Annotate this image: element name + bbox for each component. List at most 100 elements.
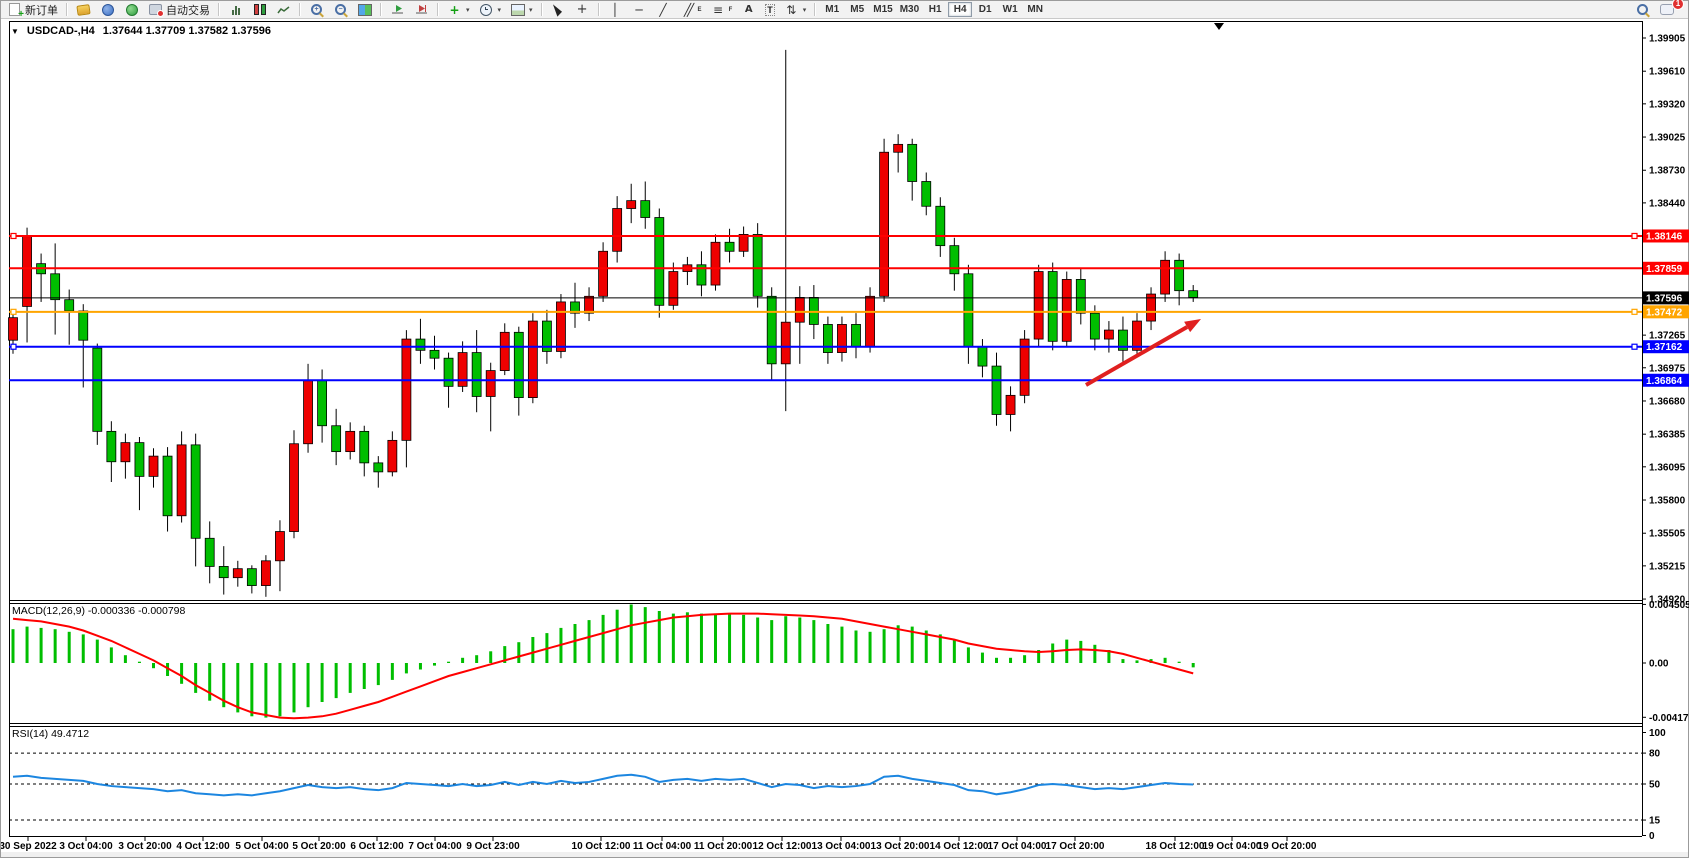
horizontal-level-lines[interactable]: [9, 232, 1642, 382]
equidistant-channel-tool-button[interactable]: ╱╱ E: [676, 2, 706, 18]
auto-scroll-button[interactable]: [386, 2, 409, 18]
svg-text:1.35800: 1.35800: [1649, 496, 1686, 507]
price-label-box: [1643, 229, 1689, 243]
ohlc-values-label: 1.37644 1.37709 1.37582 1.37596: [102, 25, 271, 37]
signals-button[interactable]: [120, 2, 143, 18]
svg-text:1.36385: 1.36385: [1649, 430, 1686, 441]
annotation-arrow[interactable]: [1085, 319, 1201, 387]
zoom-in-button[interactable]: +: [305, 2, 328, 18]
trendline-icon: ╱: [659, 2, 667, 17]
toolbar-separator: [437, 3, 439, 16]
shift-marker-icon[interactable]: [1214, 23, 1224, 30]
tab-timeframe-h1[interactable]: H1: [923, 2, 947, 17]
chevron-down-icon[interactable]: ▼: [11, 26, 19, 36]
templates-button[interactable]: ▾: [506, 2, 537, 18]
tile-windows-button[interactable]: [353, 2, 376, 18]
text-tool-icon: A: [744, 4, 753, 15]
horizontal-line-icon: ─: [635, 2, 643, 17]
svg-text:1.39610: 1.39610: [1649, 67, 1686, 78]
line-chart-mode-button[interactable]: [272, 2, 295, 18]
indicators-icon: +: [449, 2, 460, 17]
tab-timeframe-w1[interactable]: W1: [998, 2, 1022, 17]
fibonacci-tool-button[interactable]: ≡ F: [707, 2, 737, 18]
candles[interactable]: [8, 49, 1199, 597]
vertical-line-tool-button[interactable]: │: [604, 2, 627, 18]
zoom-in-icon: +: [309, 3, 324, 16]
clock-icon: [479, 3, 494, 16]
community-button[interactable]: [96, 2, 119, 18]
svg-text:3 Oct 20:00: 3 Oct 20:00: [118, 841, 172, 852]
market-button[interactable]: [72, 2, 95, 18]
svg-text:5 Oct 20:00: 5 Oct 20:00: [292, 841, 346, 852]
auto-trading-button[interactable]: 自动交易: [144, 2, 214, 18]
svg-text:1.37596: 1.37596: [1646, 293, 1683, 304]
toolbar-separator: [218, 3, 220, 16]
price-label-box: [1643, 305, 1689, 319]
tab-timeframe-m15[interactable]: M15: [870, 2, 895, 17]
chevron-down-icon: ▾: [802, 6, 807, 14]
text-tool-button[interactable]: A: [737, 2, 760, 18]
tab-timeframe-d1[interactable]: D1: [973, 2, 997, 17]
new-order-button[interactable]: 新订单: [3, 2, 62, 20]
svg-text:19 Oct 04:00: 19 Oct 04:00: [1203, 841, 1262, 852]
macd-panel: [11, 604, 1195, 720]
search-button[interactable]: [1631, 2, 1654, 18]
signals-icon: [124, 3, 139, 16]
chevron-down-icon: ▾: [497, 6, 502, 14]
price-scale[interactable]: 1.39905 1.39610 1.39320 1.39025 1.38730 1.384…: [1642, 34, 1689, 843]
indicators-button[interactable]: + ▾: [443, 2, 474, 18]
svg-text:100: 100: [1649, 728, 1666, 739]
svg-text:17 Oct 04:00: 17 Oct 04:00: [988, 841, 1047, 852]
svg-text:0.004505: 0.004505: [1649, 600, 1689, 611]
chat-icon: [1659, 3, 1674, 16]
chat-unread-badge: 1: [1672, 0, 1684, 10]
auto-scroll-icon: [390, 3, 405, 16]
trendline-tool-button[interactable]: ╱: [652, 2, 675, 18]
candlestick-mode-button[interactable]: [248, 2, 271, 18]
svg-text:50: 50: [1649, 780, 1661, 791]
tab-timeframe-mn[interactable]: MN: [1023, 2, 1047, 17]
macd-indicator-label: MACD(12,26,9) -0.000336 -0.000798: [12, 605, 186, 617]
chat-button[interactable]: 1: [1655, 0, 1684, 18]
svg-text:12 Oct 12:00: 12 Oct 12:00: [753, 841, 812, 852]
template-icon: [510, 3, 525, 16]
text-label-tool-button[interactable]: T: [761, 2, 779, 18]
periods-button[interactable]: ▾: [475, 2, 506, 18]
crosshair-tool-button[interactable]: +: [571, 2, 594, 18]
svg-text:1.36864: 1.36864: [1646, 376, 1683, 387]
time-scale[interactable]: 30 Sep 2022 3 Oct 04:00 3 Oct 20:00 4 Oct 1…: [1, 836, 1317, 852]
tab-timeframe-m1[interactable]: M1: [820, 2, 844, 17]
tab-timeframe-m30[interactable]: M30: [897, 2, 922, 17]
line-handle: [10, 232, 17, 240]
auto-trading-icon: [148, 3, 164, 17]
rsi-indicator-label: RSI(14) 49.4712: [12, 728, 90, 740]
tab-timeframe-h4[interactable]: H4: [948, 2, 973, 17]
equidistant-channel-icon: ╱╱: [683, 2, 694, 17]
svg-text:13 Oct 20:00: 13 Oct 20:00: [871, 841, 930, 852]
cursor-tool-button[interactable]: [547, 2, 570, 18]
chart-shift-button[interactable]: [410, 2, 433, 18]
symbol-period-label: USDCAD-,H4: [26, 25, 95, 37]
line-handle: [10, 308, 17, 315]
community-icon: [100, 3, 115, 16]
svg-text:18 Oct 12:00: 18 Oct 12:00: [1146, 841, 1205, 852]
svg-text:1.38730: 1.38730: [1649, 166, 1686, 177]
bar-chart-mode-button[interactable]: [224, 2, 247, 18]
tab-timeframe-m5[interactable]: M5: [845, 2, 869, 17]
svg-text:9 Oct 23:00: 9 Oct 23:00: [466, 841, 520, 852]
svg-text:14 Oct 12:00: 14 Oct 12:00: [930, 841, 989, 852]
arrows-tool-button[interactable]: ⇅ ▾: [780, 2, 811, 18]
fibonacci-icon: ≡: [713, 2, 724, 17]
svg-text:1.34920: 1.34920: [1649, 595, 1686, 606]
rsi-line: [12, 773, 1194, 797]
toolbar: 新订单 自动交易 + − +▾ ▾ ▾ + │ ─ ╱ ╱╱E ≡F A T ⇅…: [1, 0, 1688, 20]
zoom-out-button[interactable]: −: [329, 2, 352, 18]
window-bottom-edge: [1, 852, 1688, 857]
horizontal-line-tool-button[interactable]: ─: [628, 2, 651, 18]
svg-text:80: 80: [1649, 749, 1661, 760]
line-handle: [1631, 343, 1638, 350]
chart-title: ▼ USDCAD-,H4 1.37644 1.37709 1.37582 1.3…: [11, 25, 271, 37]
price-label-box: [1643, 261, 1689, 275]
